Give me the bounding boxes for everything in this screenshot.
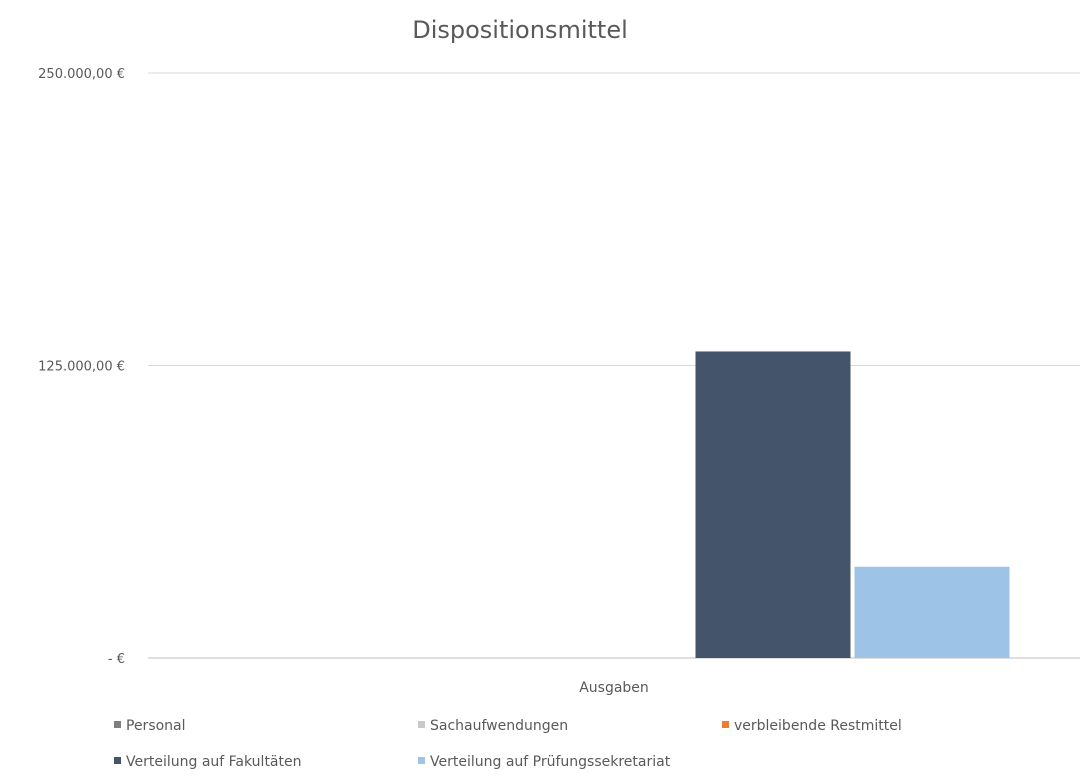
legend-label: verbleibende Restmittel	[734, 718, 902, 734]
legend-item: Personal	[114, 718, 186, 734]
x-category-label: Ausgaben	[579, 680, 649, 696]
legend-label: Personal	[126, 718, 186, 734]
legend-swatch	[418, 757, 425, 764]
legend-item: verbleibende Restmittel	[722, 718, 902, 734]
y-tick-label: - €	[108, 652, 125, 667]
y-tick-label: 125.000,00 €	[38, 360, 125, 375]
bar-verteilung-auf-fakultäten	[695, 351, 851, 658]
y-tick-label: 250.000,00 €	[38, 67, 125, 82]
legend-label: Verteilung auf Prüfungssekretariat	[430, 754, 671, 770]
bars	[695, 351, 1010, 658]
legend-item: Verteilung auf Fakultäten	[114, 754, 302, 770]
legend-swatch	[722, 721, 729, 728]
legend-swatch	[114, 721, 121, 728]
chart-title: Dispositionsmittel	[412, 16, 628, 44]
legend-label: Verteilung auf Fakultäten	[126, 754, 302, 770]
x-axis-category-labels: Ausgaben	[579, 680, 649, 696]
y-axis-tick-labels: - € 125.000,00 € 250.000,00 €	[38, 67, 125, 667]
legend-label: Sachaufwendungen	[430, 718, 568, 734]
legend-item: Sachaufwendungen	[418, 718, 568, 734]
bar-verteilung-auf-prüfungssekretariat	[854, 566, 1010, 658]
legend-swatch	[418, 721, 425, 728]
legend-item: Verteilung auf Prüfungssekretariat	[418, 754, 671, 770]
legend: Personal Sachaufwendungen verbleibende Res…	[114, 718, 902, 770]
legend-swatch	[114, 757, 121, 764]
